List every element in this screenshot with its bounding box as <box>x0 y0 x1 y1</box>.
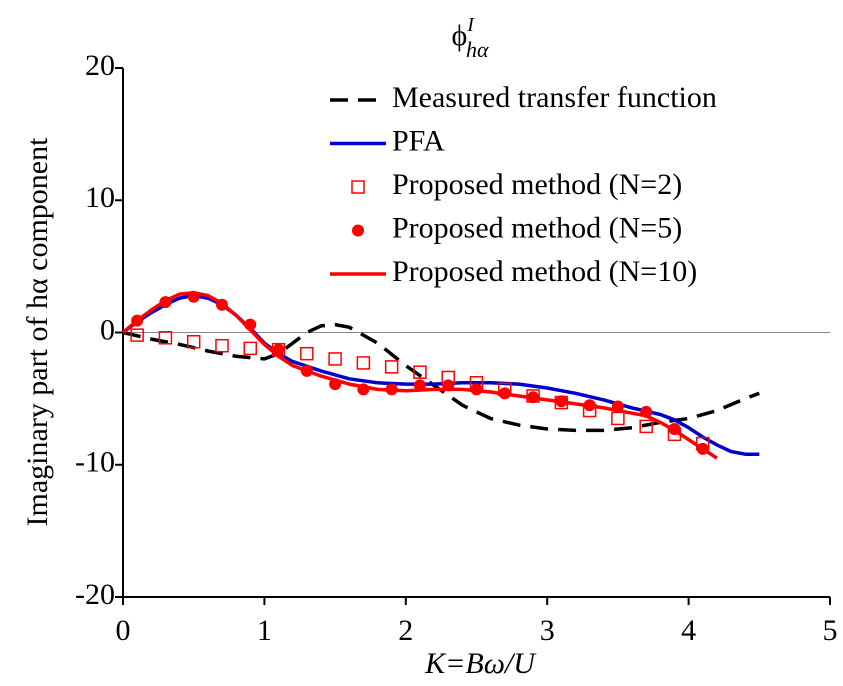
x-tick-label: 4 <box>681 614 696 647</box>
x-tick-label: 0 <box>116 614 131 647</box>
title-superscript: I <box>466 14 475 36</box>
legend-label: Proposed method (N=10) <box>392 255 697 288</box>
data-point <box>639 419 653 434</box>
y-tick-label: -20 <box>75 578 115 611</box>
title-subscript: hα <box>466 37 489 62</box>
data-point <box>328 352 342 366</box>
data-point <box>300 346 314 361</box>
data-point <box>356 356 371 370</box>
chart-title: ϕI hα <box>451 14 488 62</box>
x-tick-label: 5 <box>823 614 838 647</box>
legend-label: Measured transfer function <box>392 81 717 114</box>
y-axis-label: Imaginary part of hα component <box>21 137 54 527</box>
title-symbol: ϕ <box>451 19 467 52</box>
data-point <box>186 335 201 349</box>
x-tick-label: 3 <box>540 614 555 647</box>
legend-label: PFA <box>392 124 445 157</box>
x-tick-label: 1 <box>257 614 272 647</box>
series-line <box>121 291 718 460</box>
data-point <box>611 411 625 426</box>
data-point <box>384 360 399 374</box>
data-point <box>130 328 144 342</box>
legend-label: Proposed method (N=2) <box>392 168 682 201</box>
data-point <box>158 331 173 345</box>
x-axis-label: K=Bω/U <box>424 647 537 680</box>
legend-label: Proposed method (N=5) <box>392 211 682 244</box>
series-line <box>121 293 760 456</box>
y-tick-label: -10 <box>75 446 115 479</box>
y-tick-label: 0 <box>100 313 115 346</box>
legend-marker <box>352 224 364 237</box>
data-point <box>243 341 258 356</box>
data-point <box>413 365 427 379</box>
data-point <box>215 338 229 353</box>
x-tick-label: 2 <box>398 614 413 647</box>
legend-marker <box>351 180 365 194</box>
y-tick-label: 10 <box>85 181 115 214</box>
y-tick-label: 20 <box>85 49 115 82</box>
series-line <box>122 322 760 433</box>
